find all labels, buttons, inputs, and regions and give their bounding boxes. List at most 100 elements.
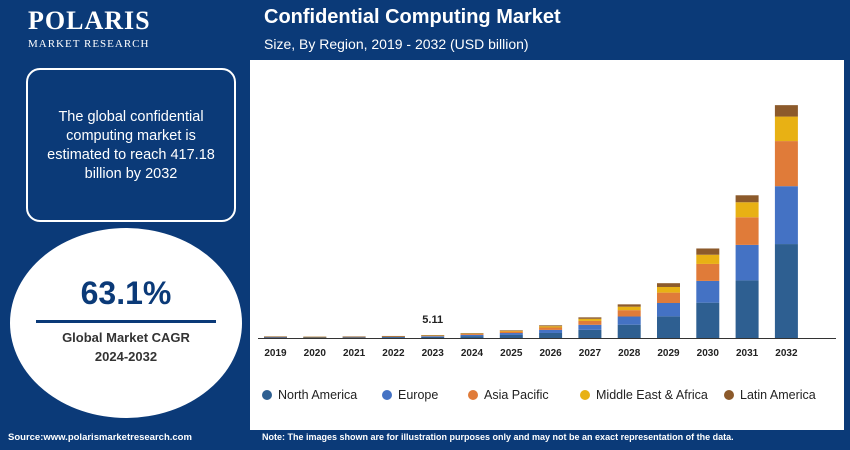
info-text: The global confidential computing market… <box>47 109 215 182</box>
bar-2023-europe <box>421 336 445 337</box>
bar-2023-asia-pacific <box>421 335 445 337</box>
legend-swatch-icon <box>382 390 392 400</box>
stacked-bar-chart: 2019 2020 2021 2022 2023 5.11 2024 2025 2026 2027… <box>258 105 836 359</box>
bar-2027-latin-america <box>578 317 602 319</box>
bar-2019-europe <box>264 336 287 338</box>
x-tick-label-2024: 2024 <box>461 348 484 359</box>
bar-2027-europe <box>578 324 602 330</box>
bar-2026-north-america <box>539 332 563 338</box>
cagr-value: 63.1% <box>80 275 172 311</box>
bar-2027-middle-east-africa <box>578 318 602 321</box>
legend-label: Latin America <box>740 388 816 402</box>
bar-2030-middle-east-africa <box>696 254 720 264</box>
bar-2020-latin-america <box>303 336 327 338</box>
cagr-label: Global Market CAGR 2024-2032 <box>10 328 242 366</box>
bar-2022-north-america <box>381 337 405 338</box>
bar-2026-europe <box>539 329 563 333</box>
bar-2027-asia-pacific <box>578 320 602 325</box>
legend-swatch-icon <box>580 390 590 400</box>
chart-legend: North America Europe Asia Pacific Middle Ea… <box>262 388 842 406</box>
bar-2031-latin-america <box>735 195 759 203</box>
bar-2028-north-america <box>617 324 641 338</box>
bar-2032-north-america <box>774 244 798 338</box>
bar-2024-europe <box>460 334 484 337</box>
bar-2026-middle-east-africa <box>539 326 563 328</box>
bar-2019-north-america <box>264 337 287 338</box>
bar-2028-latin-america <box>617 304 641 307</box>
bar-2026-latin-america <box>539 325 563 327</box>
bar-2022-latin-america <box>381 335 405 337</box>
disclaimer-note: Note: The images shown are for illustrat… <box>262 432 734 442</box>
bar-2031-north-america <box>735 280 759 338</box>
bar-2031-asia-pacific <box>735 217 759 245</box>
bar-2021-latin-america <box>342 336 366 337</box>
cagr-divider <box>36 320 216 323</box>
x-tick-label-2031: 2031 <box>736 348 759 359</box>
info-box: The global confidential computing market… <box>26 68 236 222</box>
bar-2031-middle-east-africa <box>735 202 759 218</box>
bar-2025-middle-east-africa <box>499 330 523 332</box>
bar-2028-europe <box>617 316 641 325</box>
bar-2029-middle-east-africa <box>657 286 680 293</box>
bar-2025-north-america <box>499 334 523 338</box>
bar-2028-middle-east-africa <box>617 306 641 311</box>
x-tick-label-2020: 2020 <box>304 348 327 359</box>
bar-2025-asia-pacific <box>499 331 523 334</box>
legend-swatch-icon <box>724 390 734 400</box>
bar-2031-europe <box>735 244 759 281</box>
legend-label: Asia Pacific <box>484 388 549 402</box>
data-label-2023: 5.11 <box>422 314 443 326</box>
x-tick-label-2032: 2032 <box>775 348 798 359</box>
bar-2032-middle-east-africa <box>774 116 798 142</box>
bar-2019-latin-america <box>264 336 287 337</box>
polaris-logo: POLARIS MARKET RESEARCH <box>28 6 228 54</box>
cagr-label-line1: Global Market CAGR <box>62 330 190 345</box>
bar-2021-europe <box>342 337 366 338</box>
bar-2024-middle-east-africa <box>460 333 484 335</box>
bar-2030-latin-america <box>696 248 720 255</box>
x-tick-label-2019: 2019 <box>264 348 287 359</box>
legend-item-north-america: North America <box>262 388 357 402</box>
bar-2024-north-america <box>460 336 484 338</box>
legend-swatch-icon <box>262 390 272 400</box>
bar-2032-latin-america <box>774 105 798 117</box>
source-text: Source:www.polarismarketresearch.com <box>8 432 192 443</box>
bar-2030-asia-pacific <box>696 263 720 281</box>
bar-2029-europe <box>657 303 680 317</box>
chart-title: Confidential Computing Market <box>264 6 561 28</box>
bar-2029-latin-america <box>657 283 680 287</box>
left-panel: POLARIS MARKET RESEARCH The global confi… <box>0 0 250 430</box>
legend-label: Europe <box>398 388 439 402</box>
bar-2029-north-america <box>657 316 680 338</box>
x-tick-label-2027: 2027 <box>579 348 602 359</box>
bar-2032-europe <box>774 186 798 245</box>
x-tick-label-2029: 2029 <box>657 348 680 359</box>
logo-wordmark: POLARIS <box>28 6 151 35</box>
legend-swatch-icon <box>468 390 478 400</box>
bar-2024-asia-pacific <box>460 334 484 335</box>
logo-tagline: MARKET RESEARCH <box>28 38 150 50</box>
bar-2021-north-america <box>342 337 366 338</box>
bar-2032-asia-pacific <box>774 141 798 187</box>
x-tick-label-2030: 2030 <box>697 348 720 359</box>
x-tick-label-2021: 2021 <box>343 348 366 359</box>
x-tick-label-2023: 2023 <box>422 348 445 359</box>
bar-2023-north-america <box>421 336 445 338</box>
x-tick-label-2026: 2026 <box>539 348 562 359</box>
cagr-circle: 63.1% Global Market CAGR 2024-2032 <box>10 228 242 418</box>
bar-2030-europe <box>696 280 720 303</box>
bar-2029-asia-pacific <box>657 292 680 304</box>
bar-2020-north-america <box>303 337 327 338</box>
legend-label: Middle East & Africa <box>596 388 708 402</box>
bar-2027-north-america <box>578 329 602 338</box>
bar-2030-north-america <box>696 302 720 338</box>
bar-2024-latin-america <box>460 333 484 334</box>
x-tick-label-2025: 2025 <box>500 348 523 359</box>
legend-label: North America <box>278 388 358 402</box>
bar-2022-europe <box>381 336 405 338</box>
chart-subtitle: Size, By Region, 2019 - 2032 (USD billio… <box>264 36 529 52</box>
bar-2023-latin-america <box>421 335 445 336</box>
legend-item-europe: Europe <box>382 388 438 402</box>
bar-2028-asia-pacific <box>617 310 641 317</box>
bar-2026-asia-pacific <box>539 327 563 330</box>
